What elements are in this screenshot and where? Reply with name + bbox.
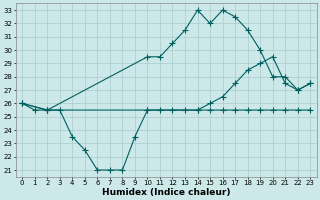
X-axis label: Humidex (Indice chaleur): Humidex (Indice chaleur) <box>102 188 230 197</box>
